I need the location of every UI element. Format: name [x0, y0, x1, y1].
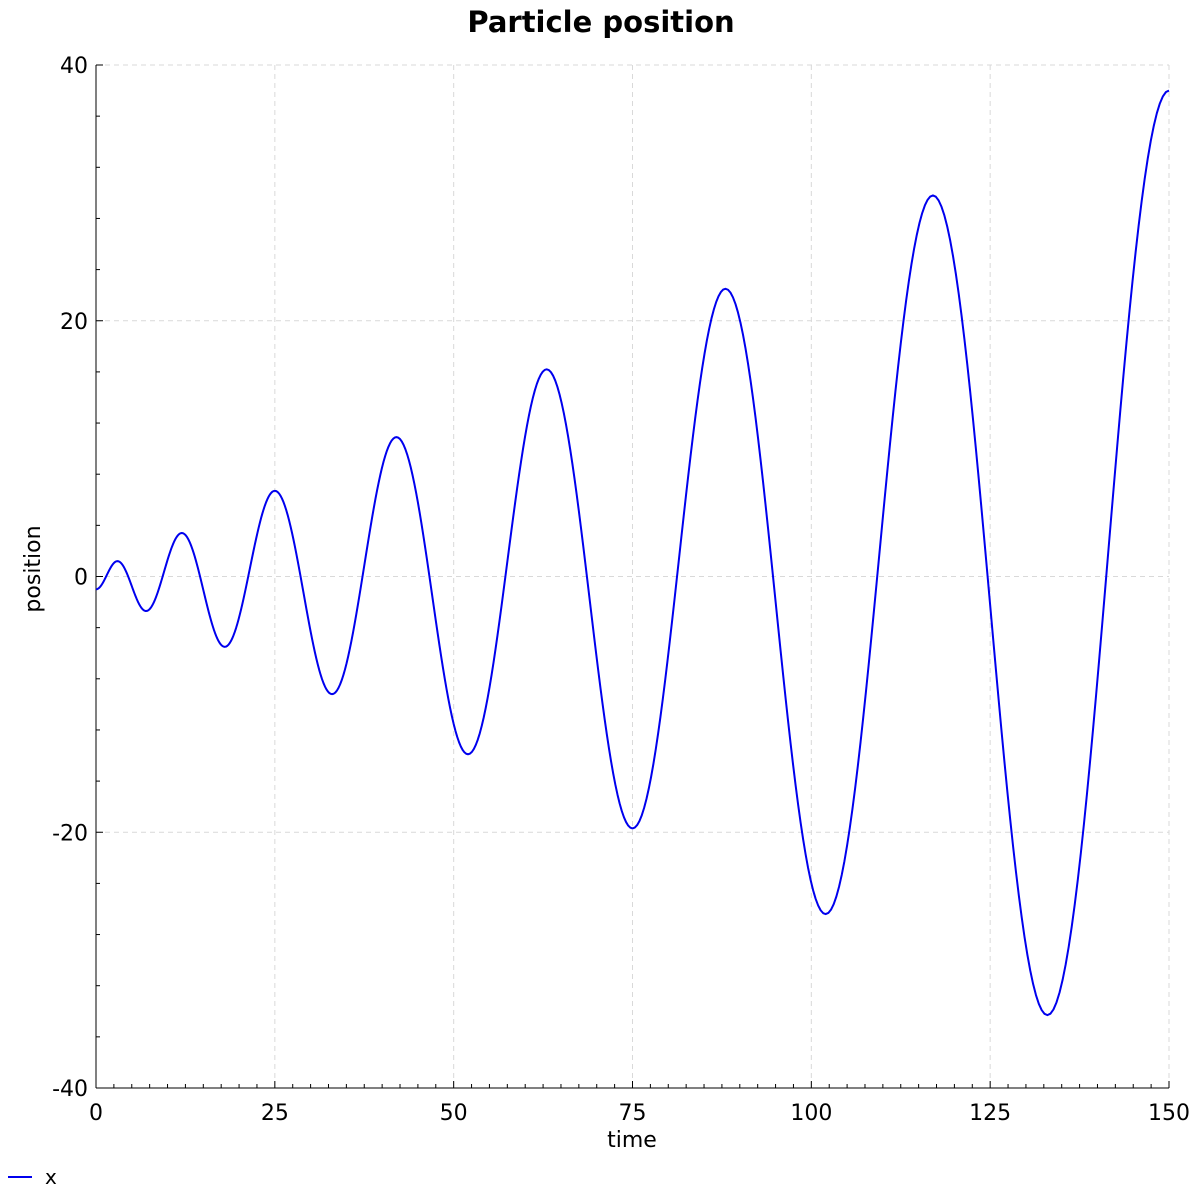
x-tick-label: 100	[790, 1101, 832, 1126]
x-tick-label: 50	[440, 1101, 468, 1126]
x-tick-label: 125	[969, 1101, 1011, 1126]
x-tick-label: 25	[261, 1101, 289, 1126]
y-tick-label: 0	[74, 566, 88, 591]
y-tick-label: 20	[60, 310, 88, 335]
y-tick-label: -40	[52, 1077, 88, 1102]
ticks: 0 25 50 75 100 125 150 -40 -20 0 20 40	[52, 54, 1190, 1126]
x-tick-label: 150	[1148, 1101, 1190, 1126]
x-tick-label: 0	[89, 1101, 103, 1126]
legend: x	[8, 1165, 57, 1189]
series-line-x	[95, 89, 1170, 1017]
x-tick-label: 75	[619, 1101, 647, 1126]
series-layer	[95, 89, 1170, 1017]
chart-title: Particle position	[467, 5, 734, 39]
y-axis-label: position	[21, 525, 46, 612]
grid	[96, 64, 1170, 1088]
x-axis-label: time	[607, 1128, 657, 1153]
y-tick-label: 40	[60, 54, 88, 79]
y-tick-label: -20	[52, 821, 88, 846]
legend-label-x: x	[45, 1165, 57, 1189]
